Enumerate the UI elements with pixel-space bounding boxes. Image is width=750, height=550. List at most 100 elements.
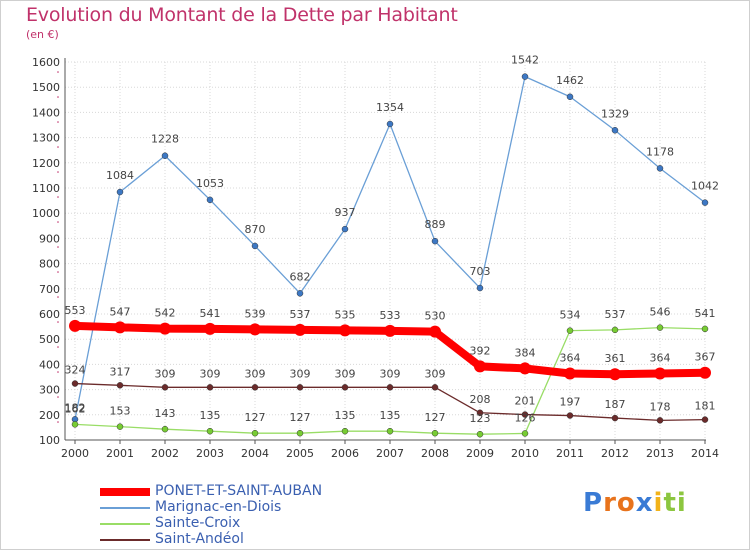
data-point-saint-andeol [71,380,79,387]
data-point-ponet-et-saint-auban [204,322,216,335]
x-tick-label: 2001 [106,447,134,460]
data-label-sainte-croix: 135 [200,409,221,422]
data-label-saint-andeol: 309 [335,367,356,380]
data-point-sainte-croix [251,429,259,437]
line-chart: 100 200 300 400 500 600 700 800 900 1000 1100 1200 1… [32,54,720,460]
x-tick-label: 2006 [331,447,359,460]
data-label-ponet-et-saint-auban: 541 [200,307,221,320]
y-tick-label: 1500 [32,81,60,94]
data-label-sainte-croix: 546 [650,306,671,319]
data-label-saint-andeol: 309 [155,367,176,380]
data-label-sainte-croix: 534 [560,309,581,322]
axis-decoration-dot [57,346,59,348]
data-point-sainte-croix [71,421,79,428]
data-label-saint-andeol: 197 [560,396,581,409]
data-point-saint-andeol [386,384,394,391]
data-label-ponet-et-saint-auban: 392 [470,344,491,357]
axis-decoration-dot [57,71,59,73]
data-label-marignac-en-diois: 1354 [376,101,404,114]
chart-unit-label: (en €) [26,28,59,41]
logo-letter: t [663,488,677,518]
data-label-ponet-et-saint-auban: 367 [695,351,716,364]
legend-swatch [100,523,150,525]
data-point-saint-andeol [656,417,664,424]
data-point-sainte-croix [341,427,349,435]
data-label-marignac-en-diois: 870 [245,223,266,236]
data-label-ponet-et-saint-auban: 533 [380,309,401,322]
axis-decoration-dot [57,371,59,373]
data-point-saint-andeol [341,384,349,391]
axis-decoration-dot [57,321,59,323]
x-tick-label: 2011 [556,447,584,460]
x-tick-label: 2013 [646,447,674,460]
series-ponet-et-saint-auban [69,319,711,381]
y-tick-label: 600 [39,308,60,321]
data-point-marignac-en-diois [521,73,529,80]
legend-swatch [100,488,150,496]
data-point-marignac-en-diois [701,199,709,206]
data-label-ponet-et-saint-auban: 539 [245,307,266,320]
data-point-sainte-croix [296,429,304,437]
data-point-saint-andeol [161,384,169,391]
data-label-ponet-et-saint-auban: 535 [335,308,356,321]
data-point-ponet-et-saint-auban [384,324,396,337]
data-point-sainte-croix [521,430,529,437]
data-label-saint-andeol: 181 [695,400,716,413]
x-tick-label: 2008 [421,447,449,460]
data-label-sainte-croix: 123 [470,412,491,425]
data-point-sainte-croix [701,325,709,333]
logo-letter: r [603,488,617,518]
series-marignac-en-diois [71,73,709,423]
data-label-sainte-croix: 537 [605,308,626,321]
data-label-ponet-et-saint-auban: 553 [65,304,86,317]
data-label-marignac-en-diois: 889 [425,218,446,231]
data-label-sainte-croix: 126 [515,411,536,424]
data-label-sainte-croix: 153 [110,405,131,418]
data-point-marignac-en-diois [476,284,484,292]
legend-swatch [100,507,150,509]
data-point-ponet-et-saint-auban [114,321,126,334]
x-tick-label: 2014 [691,447,719,460]
data-label-saint-andeol: 309 [380,367,401,380]
data-point-marignac-en-diois [386,120,394,128]
data-label-saint-andeol: 309 [245,367,266,380]
data-label-ponet-et-saint-auban: 361 [605,352,626,365]
y-tick-label: 300 [39,384,60,397]
data-point-sainte-croix [611,326,619,334]
data-label-ponet-et-saint-auban: 547 [110,305,131,318]
data-label-saint-andeol: 324 [65,364,86,377]
data-point-ponet-et-saint-auban [249,323,261,336]
legend-item-marignac-en-diois: Marignac-en-Diois [100,499,420,516]
legend-item-ponet-et-saint-auban: PONET-ET-SAINT-AUBAN [100,483,420,500]
grid-layer [65,61,706,441]
data-point-marignac-en-diois [296,290,304,297]
data-label-marignac-en-diois: 1084 [106,169,134,182]
data-label-saint-andeol: 201 [515,395,536,408]
data-point-ponet-et-saint-auban [159,322,171,335]
data-point-sainte-croix [566,327,574,334]
axis-decoration-dot [57,421,59,423]
legend-label: PONET-ET-SAINT-AUBAN [155,483,323,499]
data-label-layer: 182 1084 1228 1053 870 682 937 1354 889 703 1542 14… [65,54,720,426]
data-label-ponet-et-saint-auban: 384 [515,346,536,359]
data-label-sainte-croix: 541 [695,307,716,320]
data-label-marignac-en-diois: 1053 [196,177,224,190]
legend-label: Saint-Andéol [155,531,244,547]
data-point-saint-andeol [521,411,529,418]
data-label-saint-andeol: 309 [425,367,446,380]
data-label-sainte-croix: 127 [425,411,446,424]
axis-decoration-dot [57,271,59,273]
data-point-ponet-et-saint-auban [699,366,711,379]
data-point-saint-andeol [296,384,304,391]
data-point-marignac-en-diois [206,196,214,204]
data-label-sainte-croix: 135 [335,409,356,422]
logo-letter: o [616,488,636,518]
axis-decoration-dot [57,246,59,248]
data-point-saint-andeol [611,414,619,422]
data-label-marignac-en-diois: 1042 [691,180,719,193]
logo-letter: i [676,488,687,518]
data-point-ponet-et-saint-auban [69,319,81,332]
data-point-sainte-croix [386,427,394,435]
data-label-sainte-croix: 143 [155,407,176,420]
